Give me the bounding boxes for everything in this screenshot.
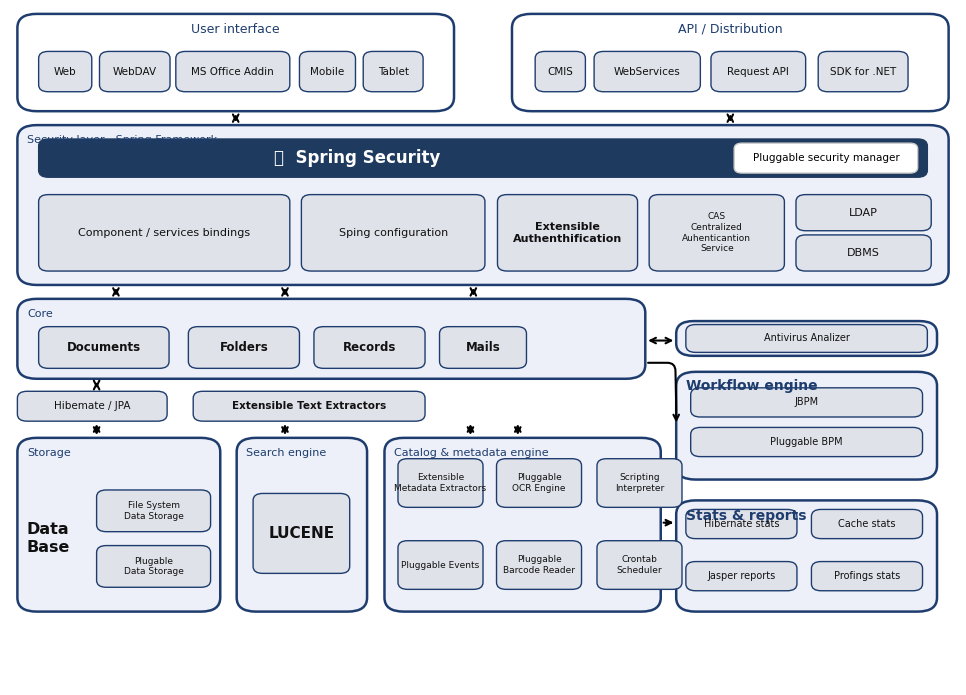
FancyBboxPatch shape <box>676 500 937 612</box>
Text: 🔒  Spring Security: 🔒 Spring Security <box>274 149 440 167</box>
FancyBboxPatch shape <box>597 541 682 589</box>
FancyBboxPatch shape <box>97 546 211 587</box>
FancyBboxPatch shape <box>39 139 927 177</box>
FancyBboxPatch shape <box>39 51 92 92</box>
Text: Mails: Mails <box>466 341 500 354</box>
Text: LUCENE: LUCENE <box>269 526 334 541</box>
FancyBboxPatch shape <box>691 388 923 417</box>
FancyBboxPatch shape <box>253 493 350 573</box>
Text: Storage: Storage <box>27 448 71 458</box>
Text: WebServices: WebServices <box>613 67 681 76</box>
FancyBboxPatch shape <box>97 490 211 532</box>
FancyBboxPatch shape <box>818 51 908 92</box>
Text: Pluggable Events: Pluggable Events <box>401 561 480 569</box>
Text: Hibemate / JPA: Hibemate / JPA <box>54 401 130 411</box>
FancyBboxPatch shape <box>299 51 355 92</box>
Text: Catalog & metadata engine: Catalog & metadata engine <box>394 448 549 458</box>
FancyBboxPatch shape <box>398 459 483 507</box>
Text: Scripting
Interpreter: Scripting Interpreter <box>615 473 664 493</box>
FancyBboxPatch shape <box>691 427 923 457</box>
FancyBboxPatch shape <box>39 327 169 368</box>
FancyBboxPatch shape <box>512 14 949 111</box>
Text: Extensible
Metadata Extractors: Extensible Metadata Extractors <box>394 473 487 493</box>
Text: Workflow engine: Workflow engine <box>686 379 817 393</box>
Text: Hibernate stats: Hibernate stats <box>703 519 780 529</box>
FancyBboxPatch shape <box>811 509 923 539</box>
FancyBboxPatch shape <box>811 562 923 591</box>
Text: Extensible
Authenthification: Extensible Authenthification <box>513 222 622 244</box>
Text: Pluggable BPM: Pluggable BPM <box>770 437 843 447</box>
Text: User interface: User interface <box>191 23 280 35</box>
FancyBboxPatch shape <box>676 372 937 480</box>
Text: Folders: Folders <box>219 341 269 354</box>
FancyBboxPatch shape <box>384 438 661 612</box>
FancyBboxPatch shape <box>176 51 290 92</box>
Text: Documents: Documents <box>67 341 141 354</box>
Text: Request API: Request API <box>727 67 789 76</box>
Text: JBPM: JBPM <box>795 398 818 407</box>
Text: Plugable
Data Storage: Plugable Data Storage <box>124 557 184 576</box>
FancyBboxPatch shape <box>649 195 784 271</box>
FancyBboxPatch shape <box>39 195 290 271</box>
Text: Pluggable
Barcode Reader: Pluggable Barcode Reader <box>503 555 575 575</box>
Text: Data
Base: Data Base <box>27 522 70 555</box>
FancyBboxPatch shape <box>676 321 937 356</box>
FancyBboxPatch shape <box>796 195 931 231</box>
Text: Jasper reports: Jasper reports <box>707 571 776 581</box>
FancyBboxPatch shape <box>535 51 585 92</box>
Text: Security layer - Spring Framework: Security layer - Spring Framework <box>27 136 217 145</box>
Text: File System
Data Storage: File System Data Storage <box>124 501 184 521</box>
Text: Profings stats: Profings stats <box>834 571 900 581</box>
Text: CMIS: CMIS <box>548 67 573 76</box>
FancyBboxPatch shape <box>314 327 425 368</box>
FancyBboxPatch shape <box>398 541 483 589</box>
FancyBboxPatch shape <box>188 327 299 368</box>
FancyBboxPatch shape <box>17 125 949 285</box>
Text: Mobile: Mobile <box>310 67 345 76</box>
FancyBboxPatch shape <box>301 195 485 271</box>
Text: MS Office Addin: MS Office Addin <box>191 67 274 76</box>
Text: Sping configuration: Sping configuration <box>338 228 448 238</box>
FancyBboxPatch shape <box>497 459 582 507</box>
Text: Pluggable
OCR Engine: Pluggable OCR Engine <box>512 473 566 493</box>
FancyBboxPatch shape <box>597 459 682 507</box>
Text: API / Distribution: API / Distribution <box>678 23 782 35</box>
Text: Core: Core <box>27 309 53 319</box>
FancyBboxPatch shape <box>363 51 423 92</box>
FancyBboxPatch shape <box>711 51 806 92</box>
FancyBboxPatch shape <box>594 51 700 92</box>
Text: Tablet: Tablet <box>378 67 409 76</box>
FancyBboxPatch shape <box>17 299 645 379</box>
Text: Records: Records <box>343 341 396 354</box>
FancyBboxPatch shape <box>193 391 425 421</box>
FancyBboxPatch shape <box>686 509 797 539</box>
Text: DBMS: DBMS <box>847 248 880 258</box>
FancyBboxPatch shape <box>497 195 638 271</box>
Text: Web: Web <box>54 67 76 76</box>
Text: Search engine: Search engine <box>246 448 327 458</box>
Text: CAS
Centralized
Auhenticantion
Service: CAS Centralized Auhenticantion Service <box>682 212 752 254</box>
Text: SDK for .NET: SDK for .NET <box>830 67 896 76</box>
Text: Crontab
Scheduler: Crontab Scheduler <box>616 555 663 575</box>
FancyBboxPatch shape <box>237 438 367 612</box>
FancyBboxPatch shape <box>17 391 167 421</box>
Text: Cache stats: Cache stats <box>838 519 895 529</box>
Text: Antivirus Analizer: Antivirus Analizer <box>764 334 849 343</box>
FancyBboxPatch shape <box>440 327 526 368</box>
Text: WebDAV: WebDAV <box>113 67 156 76</box>
FancyBboxPatch shape <box>686 325 927 352</box>
FancyBboxPatch shape <box>796 235 931 271</box>
FancyBboxPatch shape <box>99 51 170 92</box>
Text: Extensible Text Extractors: Extensible Text Extractors <box>232 401 386 411</box>
FancyBboxPatch shape <box>17 14 454 111</box>
Text: Component / services bindings: Component / services bindings <box>78 228 250 238</box>
Text: Stats & reports: Stats & reports <box>686 509 807 523</box>
Text: Pluggable security manager: Pluggable security manager <box>753 153 899 163</box>
Text: LDAP: LDAP <box>849 208 878 218</box>
FancyBboxPatch shape <box>734 143 918 173</box>
FancyBboxPatch shape <box>686 562 797 591</box>
FancyBboxPatch shape <box>497 541 582 589</box>
FancyBboxPatch shape <box>17 438 220 612</box>
